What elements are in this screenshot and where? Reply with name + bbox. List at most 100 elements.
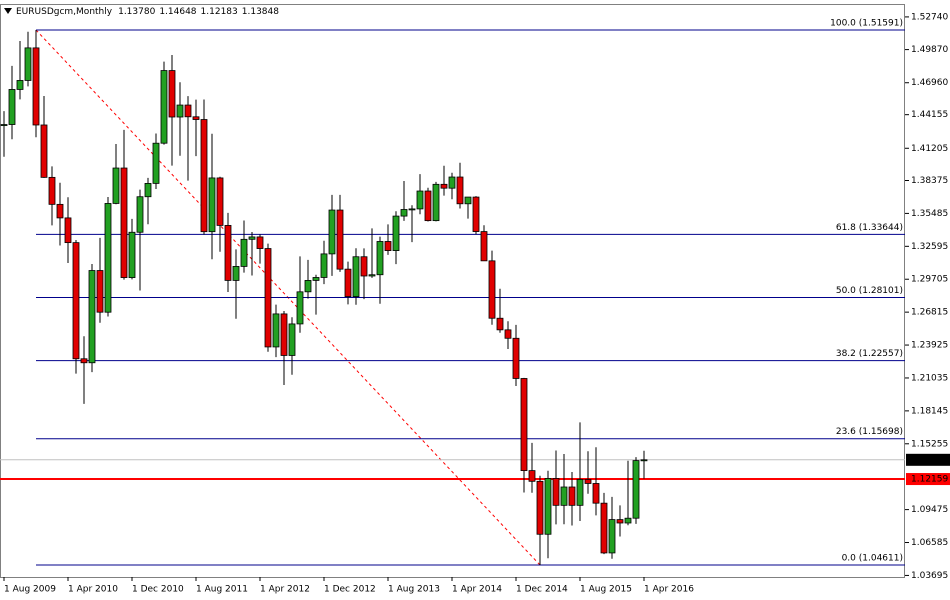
- candle-body: [256, 236, 264, 249]
- candle-body: [640, 459, 648, 462]
- candle-body: [232, 266, 240, 281]
- x-tick-label: 1 Apr 2012: [260, 585, 310, 595]
- fibo-label: 0.0 (1.04611): [842, 553, 903, 563]
- fibo-label: 50.0 (1.28101): [836, 286, 903, 296]
- y-tick-label: 1.44155: [911, 110, 948, 120]
- y-tick-label: 1.18145: [911, 406, 948, 416]
- x-tick-label: 1 Aug 2013: [388, 585, 440, 595]
- candle-body: [536, 480, 544, 535]
- y-tick-label: 1.32595: [911, 242, 948, 252]
- candle-body: [496, 317, 504, 331]
- y-tick-label: 1.26815: [911, 308, 948, 318]
- x-tick-label: 1 Apr 2010: [68, 585, 118, 595]
- candle-body: [424, 190, 432, 222]
- candle-body: [552, 478, 560, 506]
- candle-body: [328, 209, 336, 255]
- candle-body: [416, 190, 424, 210]
- x-tick-label: 1 Dec 2012: [324, 585, 376, 595]
- fibo-label: 38.2 (1.22557): [836, 349, 903, 359]
- candle-body: [624, 517, 632, 524]
- candle-body: [296, 291, 304, 325]
- header-high: 1.14648: [159, 7, 196, 17]
- chart-title: EURUSDgcm,Monthly: [16, 7, 113, 17]
- candle-body: [280, 313, 288, 356]
- candle-body: [376, 241, 384, 276]
- candle-body: [104, 203, 112, 313]
- candle-body: [288, 323, 296, 356]
- candle-body: [48, 176, 56, 205]
- bid-label: 1.13848: [911, 455, 948, 465]
- bid-label-box: [906, 453, 950, 466]
- x-tick-label: 1 Aug 2011: [196, 585, 248, 595]
- candle-body: [216, 177, 224, 226]
- candle-body: [0, 124, 8, 126]
- candle-body: [8, 89, 16, 125]
- candle-body: [368, 274, 376, 277]
- candle-body: [248, 236, 256, 240]
- candle-body: [264, 248, 272, 348]
- y-tick-label: 1.38375: [911, 176, 948, 186]
- candle-body: [464, 196, 472, 205]
- candle-body: [336, 209, 344, 270]
- x-tick-label: 1 Dec 2014: [516, 585, 568, 595]
- y-tick-label: 1.52740: [911, 12, 948, 22]
- x-tick-label: 1 Dec 2010: [132, 585, 184, 595]
- candle-body: [544, 478, 552, 535]
- candle-body: [136, 196, 144, 233]
- candle-body: [488, 260, 496, 319]
- candle-body: [272, 313, 280, 348]
- x-tick-label: 1 Aug 2009: [4, 585, 56, 595]
- candle-body: [600, 502, 608, 554]
- y-tick-label: 1.15255: [911, 439, 948, 449]
- candle-body: [408, 208, 416, 211]
- y-tick-label: 1.29705: [911, 275, 948, 285]
- y-tick-label: 1.49870: [911, 45, 948, 55]
- candle-body: [56, 203, 64, 219]
- y-tick-label: 1.06585: [911, 538, 948, 548]
- candle-body: [96, 270, 104, 313]
- fibo-label: 61.8 (1.33644): [836, 223, 903, 233]
- candle-body: [192, 116, 200, 120]
- header-close: 1.13848: [242, 7, 279, 17]
- candle-body: [224, 225, 232, 281]
- candle-body: [456, 176, 464, 205]
- candle-body: [160, 70, 168, 144]
- candle-body: [480, 231, 488, 262]
- header-low: 1.12183: [201, 7, 238, 17]
- candle-body: [320, 253, 328, 278]
- hline-label-box: [906, 473, 950, 486]
- candle-body: [312, 277, 320, 281]
- candle-body: [208, 177, 216, 233]
- candle-body: [304, 280, 312, 293]
- candle-body: [520, 378, 528, 472]
- y-tick-label: 1.21035: [911, 373, 948, 383]
- x-tick-label: 1 Apr 2016: [644, 585, 694, 595]
- candle-body: [352, 256, 360, 297]
- candle-body: [112, 167, 120, 204]
- header-open: 1.13780: [118, 7, 155, 17]
- candle-body: [240, 238, 248, 267]
- candle-body: [392, 215, 400, 251]
- candle-body: [432, 183, 440, 222]
- candle-body: [512, 337, 520, 379]
- candle-body: [632, 460, 640, 519]
- candle-body: [144, 183, 152, 198]
- y-tick-label: 1.35485: [911, 209, 948, 219]
- menu-triangle[interactable]: [4, 8, 12, 14]
- candle-body: [88, 270, 96, 364]
- candle-body: [64, 217, 72, 244]
- y-tick-label: 1.09475: [911, 505, 948, 515]
- candle-body: [528, 470, 536, 482]
- candle-body: [560, 486, 568, 506]
- fibo-label: 100.0 (1.51591): [830, 18, 903, 28]
- candle-body: [40, 124, 48, 178]
- candle-body: [72, 242, 80, 360]
- y-tick-label: 1.41205: [911, 144, 948, 154]
- chart-header: EURUSDgcm,Monthly 1.13780 1.14648 1.12183 1.…: [16, 7, 279, 17]
- candle-body: [608, 519, 616, 554]
- candle-body: [200, 119, 208, 233]
- candle-body: [184, 104, 192, 118]
- candle-body: [616, 519, 624, 524]
